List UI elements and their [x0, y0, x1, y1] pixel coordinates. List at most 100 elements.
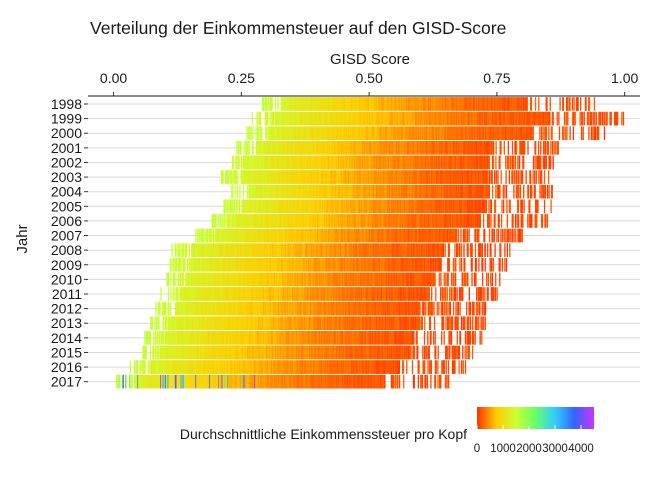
- heatmap-cell: [543, 111, 545, 126]
- heatmap-cell: [328, 97, 331, 111]
- heatmap-cell: [297, 272, 300, 287]
- heatmap-cell: [289, 155, 291, 170]
- heatmap-cell: [337, 243, 339, 257]
- heatmap-cell: [318, 272, 320, 287]
- heatmap-cell: [245, 214, 247, 228]
- heatmap-cell: [372, 199, 374, 214]
- heatmap-cell: [469, 126, 471, 141]
- heatmap-cell: [448, 257, 450, 272]
- heatmap-cell: [378, 184, 380, 199]
- heatmap-cell: [445, 141, 447, 155]
- heatmap-cell: [299, 287, 301, 301]
- heatmap-cell: [232, 155, 235, 170]
- heatmap-cell: [444, 97, 446, 111]
- heatmap-cell: [411, 97, 413, 111]
- heatmap-cell: [500, 243, 502, 257]
- heatmap-cell: [339, 257, 342, 272]
- heatmap-cell: [300, 170, 302, 184]
- heatmap-cell: [356, 126, 358, 141]
- heatmap-cell: [447, 155, 449, 170]
- heatmap-cell: [442, 287, 444, 301]
- heatmap-cell: [404, 287, 407, 301]
- heatmap-cell: [551, 184, 553, 199]
- heatmap-cell: [430, 272, 432, 287]
- heatmap-cell: [435, 214, 437, 228]
- heatmap-cell: [487, 111, 489, 126]
- heatmap-cell: [330, 155, 333, 170]
- heatmap-cell: [276, 141, 278, 155]
- heatmap-cell: [301, 97, 304, 111]
- heatmap-cell: [392, 126, 395, 141]
- heatmap-cell: [205, 272, 207, 287]
- heatmap-cell: [409, 126, 411, 141]
- heatmap-cell: [491, 111, 494, 126]
- heatmap-cell: [286, 214, 289, 228]
- heatmap-cell: [207, 301, 209, 316]
- heatmap-cell: [473, 214, 475, 228]
- heatmap-cell: [455, 111, 457, 126]
- heatmap-cell: [468, 111, 470, 126]
- heatmap-cell: [485, 170, 487, 184]
- heatmap-cell: [316, 111, 318, 126]
- heatmap-cell: [253, 287, 255, 301]
- heatmap-cell: [428, 184, 430, 199]
- heatmap-cell: [350, 287, 352, 301]
- heatmap-cell: [569, 97, 571, 111]
- heatmap-cell: [465, 126, 467, 141]
- heatmap-cell: [599, 111, 601, 126]
- heatmap-cell: [437, 126, 440, 141]
- heatmap-cell: [345, 155, 347, 170]
- heatmap-cell: [393, 243, 396, 257]
- heatmap-cell: [442, 97, 444, 111]
- heatmap-cell: [362, 199, 364, 214]
- heatmap-cell: [469, 214, 472, 228]
- heatmap-cell: [467, 272, 469, 287]
- heatmap-cell: [434, 228, 437, 243]
- heatmap-cell: [179, 301, 182, 316]
- heatmap-cell: [231, 214, 234, 228]
- heatmap-cell: [539, 184, 541, 199]
- heatmap-cell: [390, 287, 392, 301]
- heatmap-cell: [527, 184, 529, 199]
- heatmap-cell: [325, 155, 328, 170]
- heatmap-cell: [460, 141, 462, 155]
- heatmap-cell: [337, 97, 340, 111]
- heatmap-cell: [289, 243, 292, 257]
- heatmap-cell: [440, 199, 443, 214]
- heatmap-cell: [279, 272, 281, 287]
- heatmap-cell: [338, 199, 340, 214]
- heatmap-cell: [331, 155, 333, 170]
- heatmap-cell: [517, 214, 520, 228]
- heatmap-cell: [389, 257, 392, 272]
- heatmap-cell: [429, 97, 431, 111]
- heatmap-cell: [210, 228, 212, 243]
- heatmap-cell: [401, 155, 403, 170]
- heatmap-cell: [345, 141, 348, 155]
- heatmap-cell: [304, 214, 307, 228]
- heatmap-cell: [449, 199, 452, 214]
- heatmap-cell: [548, 155, 550, 170]
- heatmap-cell: [268, 228, 270, 243]
- heatmap-cell: [409, 170, 412, 184]
- heatmap-cell: [431, 97, 434, 111]
- heatmap-cell: [213, 243, 215, 257]
- heatmap-cell: [202, 257, 204, 272]
- heatmap-cell: [551, 126, 553, 141]
- heatmap-cell: [432, 97, 434, 111]
- heatmap-cell: [318, 97, 320, 111]
- heatmap-cell: [301, 272, 303, 287]
- heatmap-cell: [391, 199, 394, 214]
- heatmap-cell: [489, 243, 491, 257]
- heatmap-cell: [311, 243, 313, 257]
- heatmap-cell: [289, 155, 292, 170]
- heatmap-cell: [471, 272, 473, 287]
- heatmap-cell: [312, 257, 314, 272]
- heatmap-cell: [512, 126, 514, 141]
- heatmap-cell: [284, 155, 286, 170]
- heatmap-cell: [493, 126, 495, 141]
- heatmap-cell: [353, 97, 355, 111]
- heatmap-cell: [301, 199, 303, 214]
- heatmap-cell: [284, 199, 286, 214]
- heatmap-cell: [408, 287, 410, 301]
- heatmap-cell: [387, 126, 389, 141]
